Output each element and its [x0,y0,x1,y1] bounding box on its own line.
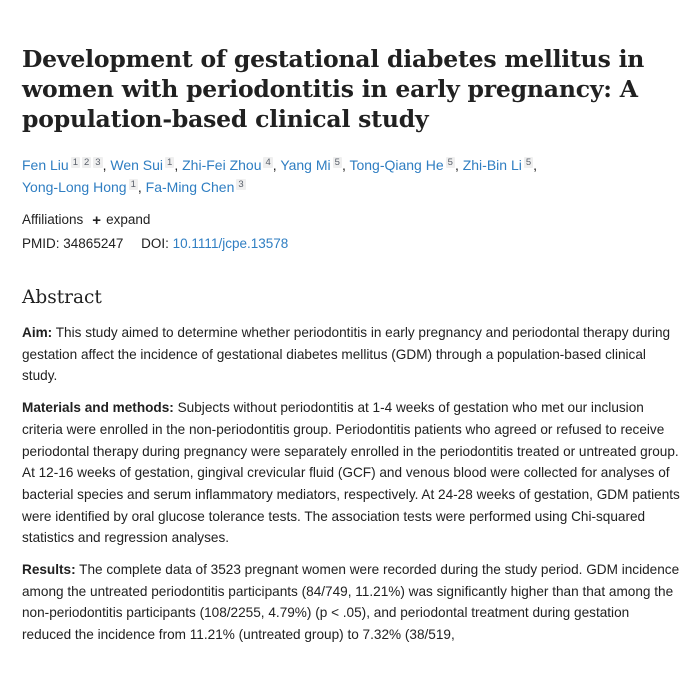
author-list: Fen Liu 1 2 3, Wen Sui 1, Zhi-Fei Zhou 4, Yan… [22,154,682,198]
affiliation-ref[interactable]: 1 [165,157,175,168]
author-separator: , [102,157,111,173]
results-label: Results: [22,562,76,578]
aim-label: Aim: [22,325,53,340]
author-link[interactable]: Zhi-Fei Zhou [182,157,262,173]
abstract-methods: Materials and methods: Subjects without … [22,397,680,549]
affiliation-ref[interactable]: 2 [82,157,92,168]
author-link[interactable]: Fa-Ming Chen [145,179,235,195]
abstract-aim: Aim: This study aimed to determine wheth… [22,322,680,387]
author-link[interactable]: Zhi-Bin Li [462,157,522,173]
pmid-value: 34865247 [63,236,124,251]
results-text: The complete data of 3523 pregnant women… [22,562,680,643]
affiliation-ref[interactable]: 1 [128,179,138,190]
affiliation-ref[interactable]: 5 [445,157,455,168]
aim-text: This study aimed to determine whether pe… [22,325,671,384]
affiliation-ref[interactable]: 5 [332,157,342,168]
author-separator: , [137,179,146,195]
affiliations-label: Affiliations [22,212,84,227]
identifiers-row: PMID: 34865247 DOI: 10.1111/jcpe.13578 [22,232,682,256]
plus-icon: + [92,211,102,229]
affiliation-ref[interactable]: 3 [93,157,103,168]
author-separator: , [174,157,183,173]
author-separator: , [272,157,281,173]
methods-text: Subjects without periodontitis at 1-4 we… [22,400,680,546]
doi-label: DOI: [141,236,169,251]
affiliation-ref[interactable]: 5 [523,157,534,168]
article-title: Development of gestational diabetes mell… [22,45,645,133]
expand-affiliations-button[interactable]: + expand [92,208,150,232]
author-separator: , [454,157,463,173]
doi-link[interactable]: 10.1111/jcpe.13578 [172,236,289,251]
author-link[interactable]: Yang Mi [280,157,331,173]
author-link[interactable]: Fen Liu [22,157,69,173]
author-link[interactable]: Yong-Long Hong [22,179,127,195]
abstract-results: Results: The complete data of 3523 pregn… [22,559,680,646]
author-separator: , [341,157,350,173]
article-page: Development of gestational diabetes mell… [22,44,682,646]
author-link[interactable]: Wen Sui [110,157,164,173]
pmid-label: PMID: [22,236,60,251]
abstract-heading: Abstract [22,287,102,308]
affiliation-ref[interactable]: 3 [236,179,246,190]
article-meta: Affiliations + expand PMID: 34865247 DOI… [22,208,682,256]
author-separator: , [533,157,538,173]
affiliations-row: Affiliations + expand [22,208,682,232]
expand-label: expand [106,212,151,227]
affiliation-ref[interactable]: 1 [70,157,80,168]
methods-label: Materials and methods: [22,400,174,416]
author-link[interactable]: Tong-Qiang He [349,157,444,173]
affiliation-ref[interactable]: 4 [263,157,273,168]
